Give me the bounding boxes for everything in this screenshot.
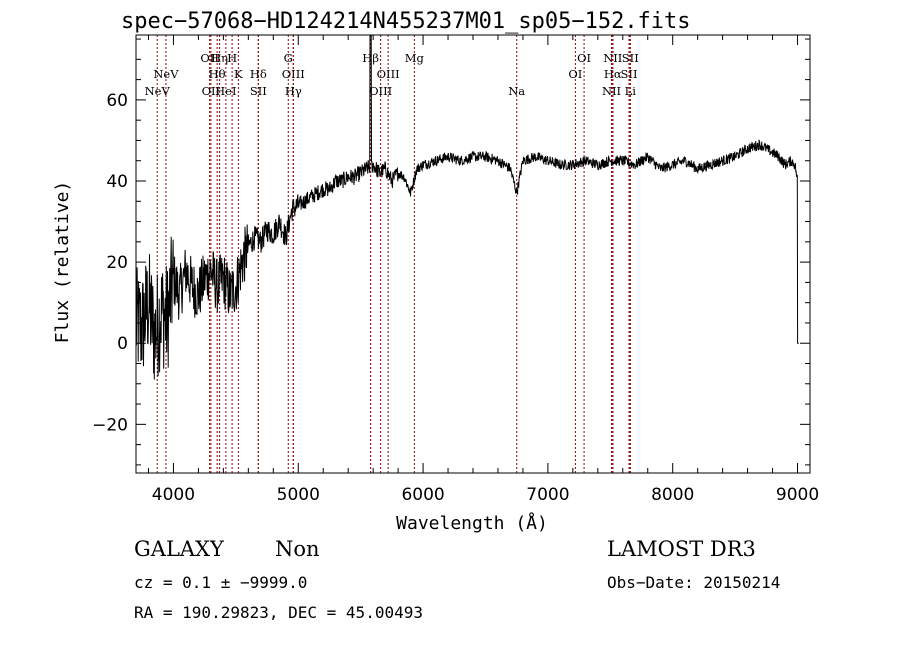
spectral-line-label: SII (250, 84, 267, 98)
x-tick-label: 6000 (401, 485, 444, 505)
spectral-line-label: SII (621, 67, 638, 81)
spectral-line-label: OIII (377, 67, 400, 81)
spectral-line-label: Hγ (285, 84, 302, 98)
observation-date: Obs−Date: 20150214 (607, 573, 781, 592)
x-tick-label: 5000 (277, 485, 320, 505)
y-tick-label: 0 (117, 334, 128, 354)
spectral-line-label: Na (508, 84, 525, 98)
y-tick-label: 20 (106, 253, 128, 273)
spectral-line-label: Li (625, 84, 637, 98)
object-subclass: Non (275, 537, 320, 561)
x-tick-label: 8000 (651, 485, 694, 505)
spectral-line-label: OII (200, 51, 219, 65)
spectral-line-label: OI (568, 67, 582, 81)
spectral-line-label: Hα (604, 67, 622, 81)
spectral-line-label: H (227, 51, 237, 65)
spectral-line-label: K (234, 67, 243, 81)
x-tick-label: 7000 (526, 485, 569, 505)
survey-name: LAMOST DR3 (607, 537, 756, 561)
spectral-line-label: NeV (153, 67, 179, 81)
redshift-text: cz = 0.1 ± −9999.0 (134, 573, 308, 592)
spectral-line-label: HeI (215, 84, 236, 98)
spectral-line-label: Mg (405, 51, 425, 65)
ra-dec-text: RA = 190.29823, DEC = 45.00493 (134, 603, 423, 622)
y-axis-ticks: −20 0 20 40 60 (92, 38, 810, 466)
spectral-line-label: Hδ (250, 67, 267, 81)
spectral-line-label: OIII (369, 84, 392, 98)
y-axis-label: Flux (relative) (52, 181, 73, 344)
y-tick-label: −20 (92, 415, 128, 435)
spectral-line-label: NII (603, 51, 622, 65)
x-tick-label: 9000 (776, 485, 819, 505)
x-axis-label: Wavelength (Å) (396, 512, 548, 534)
spectral-line-label: OII (202, 84, 221, 98)
spectral-line-label: Hη (211, 51, 228, 65)
chart-title: spec−57068−HD124214N455237M01_sp05−152.f… (121, 9, 691, 34)
x-axis-ticks: 4000 5000 6000 7000 8000 9000 (147, 35, 819, 505)
spectral-line-label: G (284, 51, 293, 65)
object-class: GALAXY (134, 537, 224, 561)
spectral-line-label: NII (602, 84, 621, 98)
x-tick-label: 4000 (152, 485, 195, 505)
y-tick-label: 60 (106, 91, 128, 111)
spectrum-series (135, 34, 799, 380)
axes-frame (135, 34, 811, 474)
spectral-line-label: SII (622, 51, 639, 65)
plot-frame (135, 34, 811, 474)
spectral-line-label: Hθ (209, 67, 226, 81)
spectrum-line (135, 34, 799, 380)
spectral-line-label: OIII (282, 67, 305, 81)
spectral-line-label: OI (577, 51, 591, 65)
spectral-line-label: NeV (145, 84, 171, 98)
y-tick-label: 40 (106, 172, 128, 192)
